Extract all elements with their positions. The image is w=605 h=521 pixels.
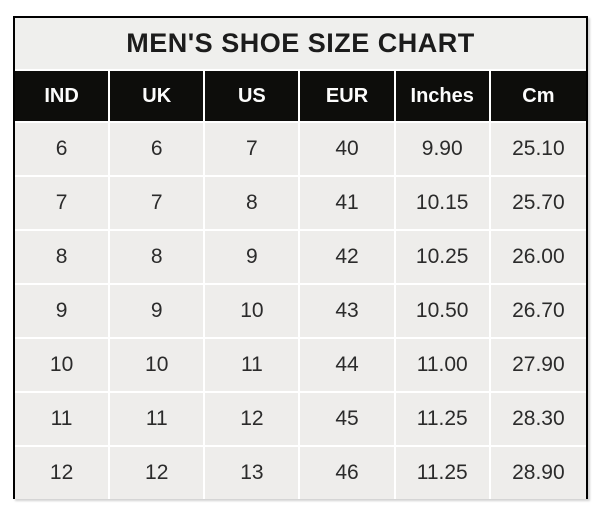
shoe-size-chart: MEN'S SHOE SIZE CHART IND UK US EUR Inch… xyxy=(13,16,588,499)
table-cell: 9.90 xyxy=(395,123,491,177)
table-cell: 10 xyxy=(110,339,206,393)
table-cell: 7 xyxy=(15,177,111,231)
table-row: 9 9 10 43 10.50 26.70 xyxy=(15,285,586,339)
size-chart-table: MEN'S SHOE SIZE CHART IND UK US EUR Inch… xyxy=(15,18,586,499)
table-cell: 26.00 xyxy=(490,231,586,285)
column-header-row: IND UK US EUR Inches Cm xyxy=(15,71,586,123)
table-cell: 45 xyxy=(300,393,396,447)
table-cell: 10.50 xyxy=(395,285,491,339)
table-cell: 11 xyxy=(110,393,206,447)
table-cell: 40 xyxy=(300,123,396,177)
table-cell: 11 xyxy=(205,339,301,393)
table-cell: 7 xyxy=(110,177,206,231)
table-cell: 10.15 xyxy=(395,177,491,231)
table-row: 7 7 8 41 10.15 25.70 xyxy=(15,177,586,231)
column-header-us: US xyxy=(205,71,301,123)
table-cell: 25.70 xyxy=(490,177,586,231)
table-cell: 9 xyxy=(205,231,301,285)
table-cell: 8 xyxy=(110,231,206,285)
table-cell: 7 xyxy=(205,123,301,177)
table-row: 12 12 13 46 11.25 28.90 xyxy=(15,447,586,499)
column-header-inches: Inches xyxy=(395,71,491,123)
table-cell: 6 xyxy=(15,123,111,177)
table-cell: 11.00 xyxy=(395,339,491,393)
table-cell: 12 xyxy=(110,447,206,499)
table-cell: 11 xyxy=(15,393,111,447)
table-cell: 10 xyxy=(205,285,301,339)
table-cell: 6 xyxy=(110,123,206,177)
table-cell: 9 xyxy=(15,285,111,339)
table-cell: 43 xyxy=(300,285,396,339)
table-cell: 9 xyxy=(110,285,206,339)
table-cell: 10.25 xyxy=(395,231,491,285)
table-cell: 28.90 xyxy=(490,447,586,499)
column-header-eur: EUR xyxy=(300,71,396,123)
column-header-cm: Cm xyxy=(490,71,586,123)
table-cell: 27.90 xyxy=(490,339,586,393)
table-cell: 13 xyxy=(205,447,301,499)
table-cell: 25.10 xyxy=(490,123,586,177)
table-cell: 12 xyxy=(205,393,301,447)
chart-title: MEN'S SHOE SIZE CHART xyxy=(15,18,586,71)
table-cell: 8 xyxy=(15,231,111,285)
table-cell: 10 xyxy=(15,339,111,393)
table-cell: 11.25 xyxy=(395,447,491,499)
column-header-ind: IND xyxy=(15,71,111,123)
table-cell: 41 xyxy=(300,177,396,231)
table-cell: 26.70 xyxy=(490,285,586,339)
table-cell: 8 xyxy=(205,177,301,231)
column-header-uk: UK xyxy=(110,71,206,123)
table-cell: 42 xyxy=(300,231,396,285)
table-cell: 12 xyxy=(15,447,111,499)
table-row: 8 8 9 42 10.25 26.00 xyxy=(15,231,586,285)
table-row: 11 11 12 45 11.25 28.30 xyxy=(15,393,586,447)
table-cell: 11.25 xyxy=(395,393,491,447)
table-row: 10 10 11 44 11.00 27.90 xyxy=(15,339,586,393)
table-cell: 46 xyxy=(300,447,396,499)
table-cell: 44 xyxy=(300,339,396,393)
chart-title-row: MEN'S SHOE SIZE CHART xyxy=(15,18,586,71)
table-cell: 28.30 xyxy=(490,393,586,447)
table-row: 6 6 7 40 9.90 25.10 xyxy=(15,123,586,177)
